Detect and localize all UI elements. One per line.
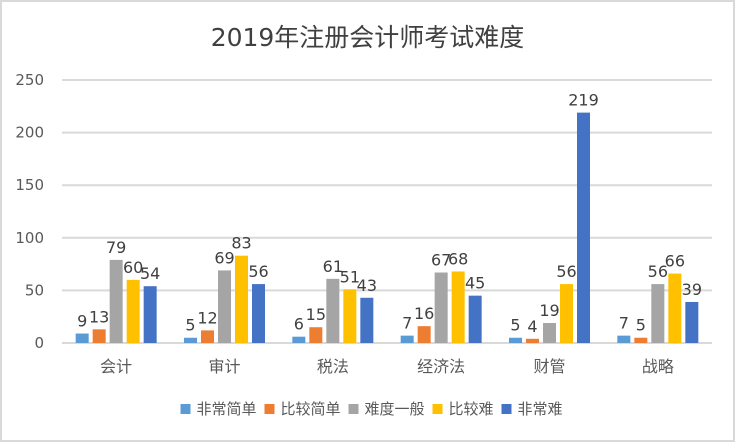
bar bbox=[252, 284, 265, 343]
data-label: 39 bbox=[682, 280, 702, 299]
data-label: 13 bbox=[89, 307, 109, 326]
bar bbox=[685, 301, 699, 343]
bar bbox=[360, 297, 374, 343]
data-label: 43 bbox=[357, 276, 377, 295]
legend-label: 比较难 bbox=[449, 400, 494, 418]
legend-label: 非常简单 bbox=[197, 400, 257, 418]
data-label: 54 bbox=[140, 264, 160, 283]
data-label: 5 bbox=[636, 316, 646, 335]
data-label: 219 bbox=[568, 91, 599, 110]
y-tick-label: 50 bbox=[25, 281, 44, 299]
legend-swatch bbox=[180, 404, 191, 414]
bar bbox=[75, 333, 89, 343]
data-label: 5 bbox=[510, 316, 520, 335]
bar bbox=[92, 329, 106, 343]
x-category-label: 审计 bbox=[208, 357, 240, 376]
bar bbox=[668, 273, 682, 343]
legend-swatch bbox=[501, 404, 512, 414]
legend-swatch bbox=[348, 404, 359, 414]
data-label: 19 bbox=[539, 301, 559, 320]
bar bbox=[617, 335, 631, 343]
data-label: 51 bbox=[340, 267, 360, 286]
legend-swatch bbox=[432, 404, 443, 414]
gridlines bbox=[62, 79, 712, 344]
data-label: 9 bbox=[77, 312, 87, 331]
data-label: 83 bbox=[231, 234, 251, 253]
legend-swatch bbox=[264, 404, 275, 414]
bar bbox=[143, 286, 157, 343]
data-label: 60 bbox=[123, 258, 143, 277]
bar bbox=[292, 336, 306, 343]
x-axis-categories: 会计 审计 税法 经济法 财管 战略 bbox=[100, 357, 674, 376]
data-label: 61 bbox=[323, 257, 343, 276]
data-label: 12 bbox=[197, 308, 217, 327]
bar bbox=[326, 278, 340, 343]
data-label: 79 bbox=[106, 238, 126, 257]
bar bbox=[235, 255, 248, 343]
bar bbox=[434, 272, 448, 343]
data-label: 68 bbox=[448, 249, 468, 268]
bar bbox=[651, 284, 665, 343]
bar bbox=[468, 295, 482, 343]
bar bbox=[451, 271, 465, 343]
y-tick-label: 100 bbox=[15, 229, 44, 247]
bar bbox=[526, 338, 539, 343]
data-label: 5 bbox=[185, 316, 195, 335]
legend-label: 比较简单 bbox=[281, 400, 341, 418]
x-category-label: 经济法 bbox=[417, 357, 465, 376]
legend-label: 难度一般 bbox=[365, 400, 425, 418]
data-label: 56 bbox=[648, 262, 668, 281]
bar bbox=[109, 259, 123, 343]
y-tick-label: 200 bbox=[15, 124, 44, 142]
bar bbox=[218, 270, 231, 343]
x-category-label: 财管 bbox=[533, 357, 565, 376]
data-label: 45 bbox=[465, 274, 485, 293]
bar bbox=[509, 337, 522, 343]
bar bbox=[417, 326, 431, 343]
chart-title: 2019年注册会计师考试难度 bbox=[210, 23, 525, 52]
bar bbox=[343, 289, 357, 343]
data-label: 16 bbox=[414, 304, 434, 323]
bar bbox=[577, 112, 590, 343]
bar bbox=[543, 323, 556, 343]
bar bbox=[634, 337, 648, 343]
y-tick-label: 250 bbox=[15, 71, 44, 89]
bar bbox=[126, 279, 140, 343]
data-label: 56 bbox=[248, 262, 268, 281]
y-axis-ticks: 0 50 100 150 200 250 bbox=[15, 71, 44, 352]
bars bbox=[75, 112, 699, 343]
data-label: 7 bbox=[402, 314, 412, 333]
bar bbox=[309, 327, 323, 343]
x-category-label: 税法 bbox=[317, 357, 349, 376]
data-label: 4 bbox=[527, 317, 537, 336]
data-label: 7 bbox=[619, 314, 629, 333]
bar bbox=[400, 335, 414, 343]
legend-label: 非常难 bbox=[518, 400, 563, 418]
legend: 非常简单 比较简单 难度一般 比较难 非常难 bbox=[180, 400, 563, 418]
x-category-label: 战略 bbox=[642, 357, 674, 376]
y-tick-label: 150 bbox=[15, 176, 44, 194]
data-label: 56 bbox=[556, 262, 576, 281]
bar bbox=[184, 337, 197, 343]
y-tick-label: 0 bbox=[34, 334, 44, 352]
bar bbox=[201, 330, 214, 343]
data-label: 6 bbox=[294, 315, 304, 334]
data-label: 66 bbox=[665, 252, 685, 271]
data-label: 69 bbox=[214, 248, 234, 267]
data-label: 67 bbox=[431, 251, 451, 270]
data-label: 15 bbox=[306, 305, 326, 324]
bar bbox=[560, 284, 573, 343]
x-category-label: 会计 bbox=[100, 357, 132, 376]
